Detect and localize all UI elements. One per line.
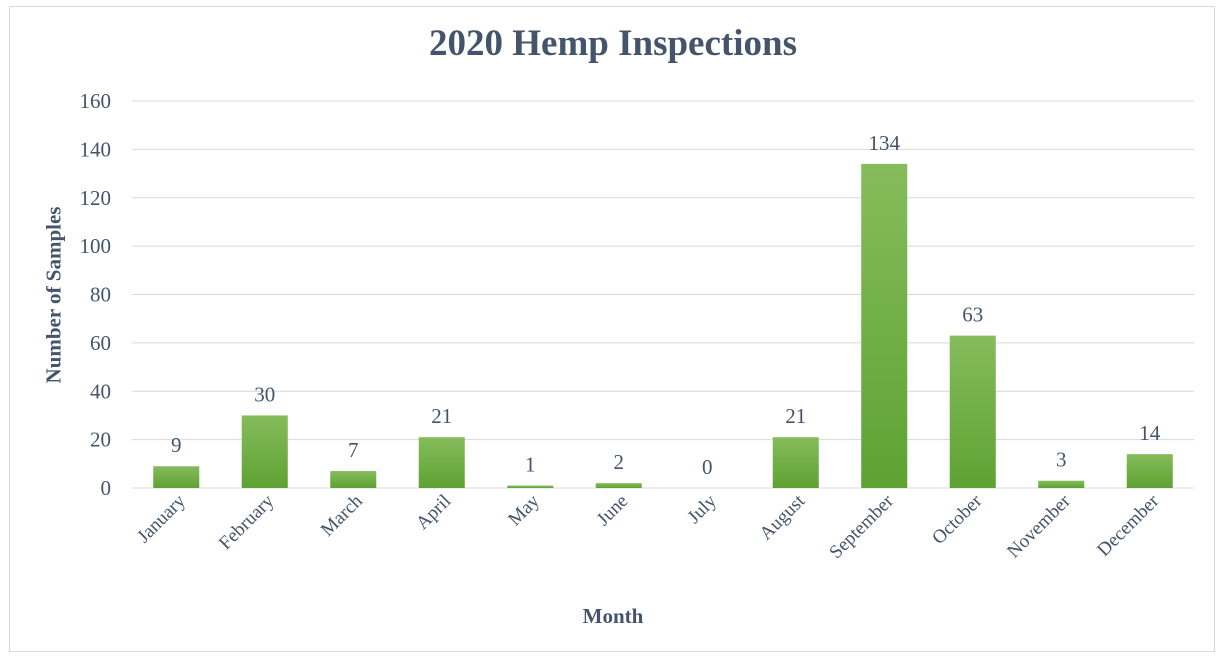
y-tick-label: 60 [90, 331, 111, 355]
bar-march [330, 471, 376, 488]
y-axis-ticks: 0 20 40 60 80 100 120 140 160 [80, 89, 112, 500]
bar-may [507, 486, 553, 488]
x-axis-ticks: January February March April May June July Augu… [133, 490, 1164, 563]
x-tick-label: September [825, 490, 898, 563]
x-tick-label: January [133, 490, 190, 547]
data-label: 9 [171, 433, 182, 457]
data-label: 14 [1139, 421, 1161, 445]
bar-november [1038, 481, 1084, 488]
bar-january [153, 466, 199, 488]
bar-december [1127, 454, 1173, 488]
data-label: 30 [254, 382, 275, 406]
x-tick-label: July [684, 490, 722, 528]
bar-august [773, 437, 819, 488]
data-label: 2 [614, 450, 625, 474]
data-label: 1 [525, 453, 536, 477]
x-tick-label: February [215, 490, 279, 554]
gridlines [132, 101, 1194, 488]
x-tick-label: June [593, 491, 632, 530]
data-label: 21 [431, 404, 452, 428]
x-tick-label: March [317, 490, 367, 540]
bar-february [242, 415, 288, 488]
x-tick-label: August [756, 490, 810, 544]
data-label: 134 [869, 131, 901, 155]
data-label: 63 [962, 303, 983, 327]
y-tick-label: 20 [90, 428, 111, 452]
x-tick-label: October [928, 490, 987, 549]
x-tick-label: November [1003, 490, 1075, 562]
y-tick-label: 160 [80, 89, 112, 113]
y-tick-label: 120 [80, 186, 112, 210]
data-labels: 9 30 7 21 1 2 0 21 134 63 3 14 [171, 131, 1161, 479]
x-tick-label: April [412, 491, 455, 534]
x-tick-label: December [1093, 490, 1164, 561]
bar-october [950, 336, 996, 488]
y-tick-label: 40 [90, 379, 111, 403]
data-label: 3 [1056, 448, 1067, 472]
data-label: 0 [702, 455, 713, 479]
bar-june [596, 483, 642, 488]
bar-september [861, 164, 907, 488]
x-tick-label: May [504, 490, 544, 530]
bar-april [419, 437, 465, 488]
y-tick-label: 80 [90, 283, 111, 307]
data-label: 21 [785, 404, 806, 428]
data-label: 7 [348, 438, 359, 462]
y-tick-label: 100 [80, 234, 112, 258]
y-tick-label: 140 [80, 137, 112, 161]
y-tick-label: 0 [101, 476, 112, 500]
